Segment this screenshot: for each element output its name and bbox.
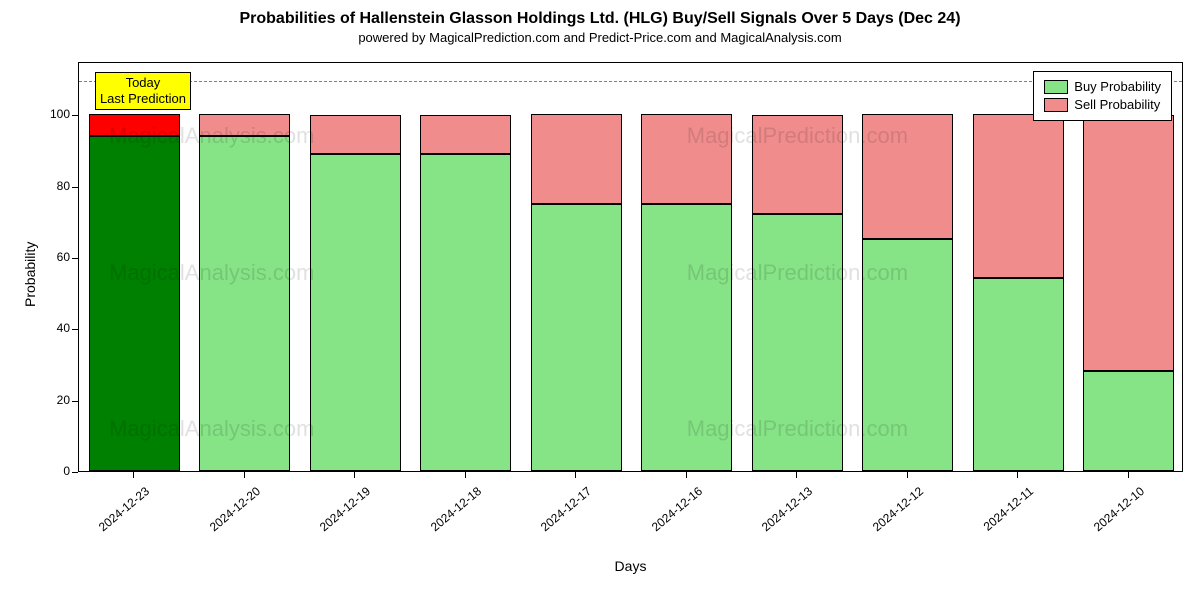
- y-tick-label: 20: [30, 393, 70, 407]
- bar-sell: [1083, 115, 1174, 372]
- y-tick-mark: [72, 472, 78, 473]
- legend-item-buy: Buy Probability: [1044, 78, 1161, 96]
- x-tick-mark: [796, 472, 797, 478]
- y-tick-mark: [72, 258, 78, 259]
- reference-line: [79, 81, 1182, 82]
- bar-sell: [420, 115, 511, 154]
- bar-sell: [973, 114, 1064, 278]
- x-tick-mark: [133, 472, 134, 478]
- bar-sell: [752, 115, 843, 215]
- x-tick-label: 2024-12-20: [185, 484, 263, 553]
- y-tick-mark: [72, 401, 78, 402]
- bar-buy: [89, 136, 180, 471]
- bar-buy: [420, 154, 511, 471]
- bar-group: [89, 114, 180, 471]
- y-tick-label: 60: [30, 250, 70, 264]
- x-tick-label: 2024-12-12: [848, 484, 926, 553]
- bar-buy: [641, 204, 732, 471]
- bar-buy: [862, 239, 953, 471]
- legend-swatch-buy: [1044, 80, 1068, 94]
- bar-sell: [641, 114, 732, 203]
- x-tick-mark: [1128, 472, 1129, 478]
- bar-sell: [89, 114, 180, 135]
- bar-buy: [973, 278, 1064, 471]
- bar-group: [420, 114, 511, 471]
- today-annotation: Today Last Prediction: [95, 72, 191, 109]
- x-tick-mark: [1017, 472, 1018, 478]
- bar-buy: [199, 136, 290, 471]
- x-tick-label: 2024-12-18: [406, 484, 484, 553]
- x-tick-label: 2024-12-17: [516, 484, 594, 553]
- x-tick-mark: [907, 472, 908, 478]
- x-tick-mark: [465, 472, 466, 478]
- legend: Buy Probability Sell Probability: [1033, 71, 1172, 121]
- chart-title: Probabilities of Hallenstein Glasson Hol…: [0, 0, 1200, 28]
- bar-buy: [310, 154, 401, 471]
- bars-layer: [79, 63, 1182, 471]
- bar-group: [1083, 114, 1174, 471]
- y-tick-mark: [72, 115, 78, 116]
- bar-group: [973, 114, 1064, 471]
- x-axis-label: Days: [78, 558, 1183, 574]
- bar-sell: [199, 114, 290, 135]
- x-tick-label: 2024-12-10: [1069, 484, 1147, 553]
- legend-label-sell: Sell Probability: [1074, 96, 1160, 114]
- bar-sell: [531, 114, 622, 203]
- bar-buy: [1083, 371, 1174, 471]
- x-tick-mark: [244, 472, 245, 478]
- x-tick-mark: [575, 472, 576, 478]
- chart-container: Probabilities of Hallenstein Glasson Hol…: [0, 0, 1200, 600]
- x-tick-mark: [686, 472, 687, 478]
- bar-group: [752, 114, 843, 471]
- bar-sell: [862, 114, 953, 239]
- bar-group: [310, 114, 401, 471]
- y-tick-mark: [72, 329, 78, 330]
- x-tick-label: 2024-12-19: [295, 484, 373, 553]
- x-tick-mark: [354, 472, 355, 478]
- bar-group: [862, 114, 953, 471]
- chart-subtitle: powered by MagicalPrediction.com and Pre…: [0, 28, 1200, 49]
- legend-swatch-sell: [1044, 98, 1068, 112]
- y-tick-label: 40: [30, 321, 70, 335]
- bar-sell: [310, 115, 401, 154]
- bar-group: [531, 114, 622, 471]
- y-tick-mark: [72, 187, 78, 188]
- plot-area: MagicalAnalysis.com MagicalPrediction.co…: [78, 62, 1183, 472]
- y-tick-label: 80: [30, 179, 70, 193]
- today-annotation-line2: Last Prediction: [100, 91, 186, 107]
- bar-buy: [752, 214, 843, 471]
- y-tick-label: 0: [30, 464, 70, 478]
- y-tick-label: 100: [30, 107, 70, 121]
- bar-group: [641, 114, 732, 471]
- x-tick-label: 2024-12-23: [74, 484, 152, 553]
- x-tick-label: 2024-12-13: [737, 484, 815, 553]
- bar-group: [199, 114, 290, 471]
- today-annotation-line1: Today: [100, 75, 186, 91]
- bar-buy: [531, 204, 622, 471]
- x-tick-label: 2024-12-16: [627, 484, 705, 553]
- legend-item-sell: Sell Probability: [1044, 96, 1161, 114]
- legend-label-buy: Buy Probability: [1074, 78, 1161, 96]
- x-tick-label: 2024-12-11: [958, 484, 1036, 553]
